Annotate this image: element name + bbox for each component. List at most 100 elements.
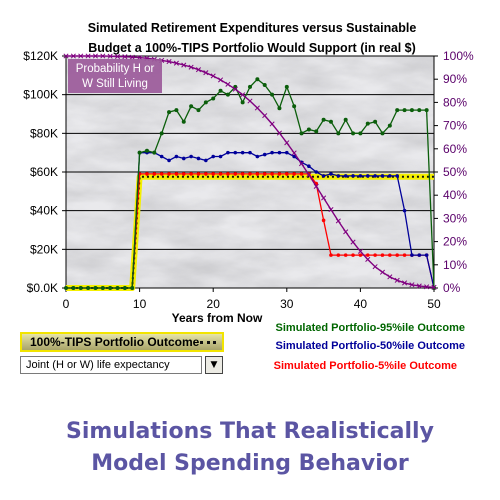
- series-p50-point: [174, 154, 179, 159]
- series-p5-point: [145, 172, 149, 176]
- series-probability-point: [107, 53, 113, 59]
- series-p5-point: [218, 172, 223, 176]
- chart-title-line1: Simulated Retirement Expenditures versus…: [88, 21, 417, 35]
- x-tick-label: 10: [133, 297, 147, 311]
- series-probability-point: [269, 121, 275, 127]
- series-probability-point: [424, 284, 430, 290]
- series-p5-point: [196, 172, 201, 176]
- series-probability-point: [372, 264, 378, 270]
- y2-tick-label: 10%: [443, 258, 467, 272]
- x-tick-label: 20: [207, 297, 221, 311]
- series-p50-point: [181, 156, 186, 161]
- series-p5-point: [285, 172, 289, 176]
- series-p50-point: [343, 174, 348, 178]
- series-probability-point: [365, 256, 371, 263]
- series-p95-point: [189, 104, 194, 109]
- chevron-down-icon[interactable]: ▼: [205, 356, 223, 374]
- series-p5-point: [343, 253, 348, 257]
- series-p5-point: [233, 172, 238, 176]
- series-p95-point: [255, 77, 260, 82]
- series-p5-point: [402, 253, 407, 257]
- series-probability-point: [387, 274, 393, 280]
- series-probability-point: [416, 283, 422, 289]
- caption-line2: Model Spending Behavior: [91, 451, 409, 476]
- series-p95-point: [417, 108, 422, 113]
- series-probability-point: [335, 218, 341, 224]
- series-probability-point: [328, 207, 334, 213]
- probability-label-line2: W Still Living: [82, 78, 148, 90]
- series-p50-point: [196, 156, 201, 161]
- y-axis-right: 0% 10% 20% 30% 40% 50% 60% 70% 80% 90% 100%: [433, 49, 474, 295]
- series-probability-point: [173, 60, 179, 66]
- series-p95-point: [130, 286, 135, 290]
- y-tick-label: $20K: [30, 242, 58, 256]
- series-probability-point: [210, 73, 216, 79]
- x-tick-label: 0: [63, 297, 70, 311]
- series-probability-point: [122, 54, 128, 60]
- series-p50-point: [424, 253, 429, 257]
- series-p95-point: [248, 84, 252, 89]
- series-probability-point: [254, 105, 260, 111]
- series-p95-point: [314, 129, 319, 134]
- series-p95-point: [306, 127, 311, 132]
- series-p95-point: [343, 117, 348, 122]
- series-probability-point: [409, 282, 415, 288]
- series-probability-point: [232, 86, 238, 92]
- series-p50-point: [336, 174, 341, 178]
- series-p5-point: [336, 253, 341, 257]
- caption-line1: Simulations That Realistically: [66, 419, 434, 444]
- series-p95-point: [108, 286, 113, 290]
- y2-tick-label: 60%: [443, 142, 467, 156]
- series-p95-point: [78, 286, 83, 290]
- series-probability-point: [350, 239, 356, 245]
- series-probability-point: [262, 113, 268, 119]
- series-probability-point: [203, 70, 209, 76]
- life-expectancy-select[interactable]: Joint (H or W) life expectancy: [20, 356, 202, 374]
- series-probability-point: [379, 269, 386, 275]
- series-p5-point: [152, 172, 157, 176]
- legend-p5: Simulated Portfolio-5%ile Outcome: [274, 360, 457, 372]
- series-p5-point: [321, 218, 326, 223]
- series-p50-point: [285, 150, 289, 155]
- y2-tick-label: 70%: [443, 119, 467, 133]
- series-p5-point: [189, 172, 193, 176]
- series-probability-point: [188, 64, 194, 70]
- y2-tick-label: 30%: [443, 211, 467, 225]
- series-p5-point: [174, 172, 179, 176]
- series-p95-point: [358, 131, 363, 136]
- series-probability-point: [431, 284, 437, 290]
- series-p5-point: [358, 253, 363, 257]
- series-p50-point: [248, 150, 252, 155]
- series-p50-point: [292, 154, 296, 159]
- series-p95-point: [122, 286, 127, 290]
- series-probability-point: [291, 150, 297, 156]
- series-p5-point: [388, 253, 392, 257]
- series-p50-point: [218, 154, 223, 159]
- y-tick-label: $100K: [23, 88, 58, 102]
- x-tick-label: 40: [354, 297, 368, 311]
- series-probability-point: [240, 92, 246, 98]
- series-p95-point: [167, 110, 172, 115]
- y-tick-label: $40K: [30, 204, 58, 218]
- series-p95-point: [181, 119, 186, 124]
- series-probability-point: [100, 53, 106, 59]
- series-p5-point: [226, 172, 230, 176]
- series-p95-point: [225, 92, 230, 97]
- series-p95-point: [100, 286, 105, 290]
- series-p5-point: [211, 172, 215, 176]
- series-probability-point: [92, 53, 98, 59]
- tips-legend-box: 100%-TIPS Portfolio Outcome: [20, 332, 224, 352]
- series-p95-point: [211, 96, 216, 101]
- series-probability-point: [284, 140, 290, 146]
- legend-p50: Simulated Portfolio-50%ile Outcome: [276, 340, 465, 352]
- series-p95-point: [284, 84, 289, 89]
- x-axis-label: Years from Now: [172, 311, 263, 325]
- series-p50-point: [365, 174, 370, 178]
- series-probability-point: [306, 172, 312, 178]
- legend-p95: Simulated Portfolio-95%ile Outcome: [276, 322, 465, 334]
- series-p95-point: [373, 119, 378, 124]
- series-p95-point: [64, 286, 68, 290]
- series-p95-point: [402, 108, 407, 113]
- y-tick-label: $80K: [30, 126, 58, 140]
- series-p50-point: [321, 174, 326, 178]
